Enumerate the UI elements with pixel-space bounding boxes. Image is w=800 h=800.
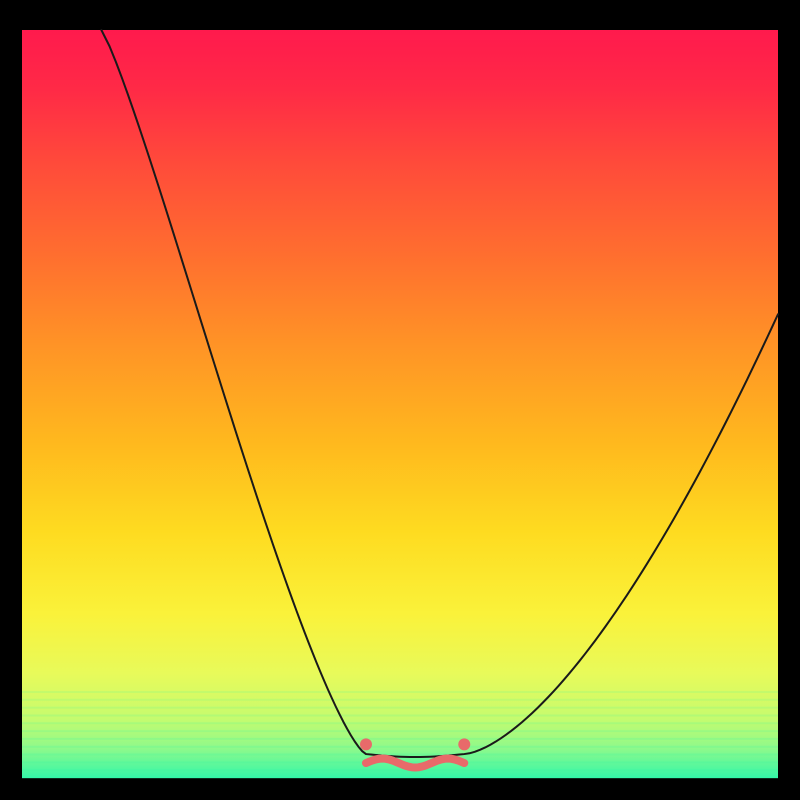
valley-dot-left xyxy=(360,738,372,750)
valley-dot-right xyxy=(458,738,470,750)
chart-frame: TheBottleneck.com xyxy=(0,0,800,800)
gradient-background xyxy=(22,30,778,778)
plot-area xyxy=(22,30,778,778)
chart-svg xyxy=(0,0,800,800)
